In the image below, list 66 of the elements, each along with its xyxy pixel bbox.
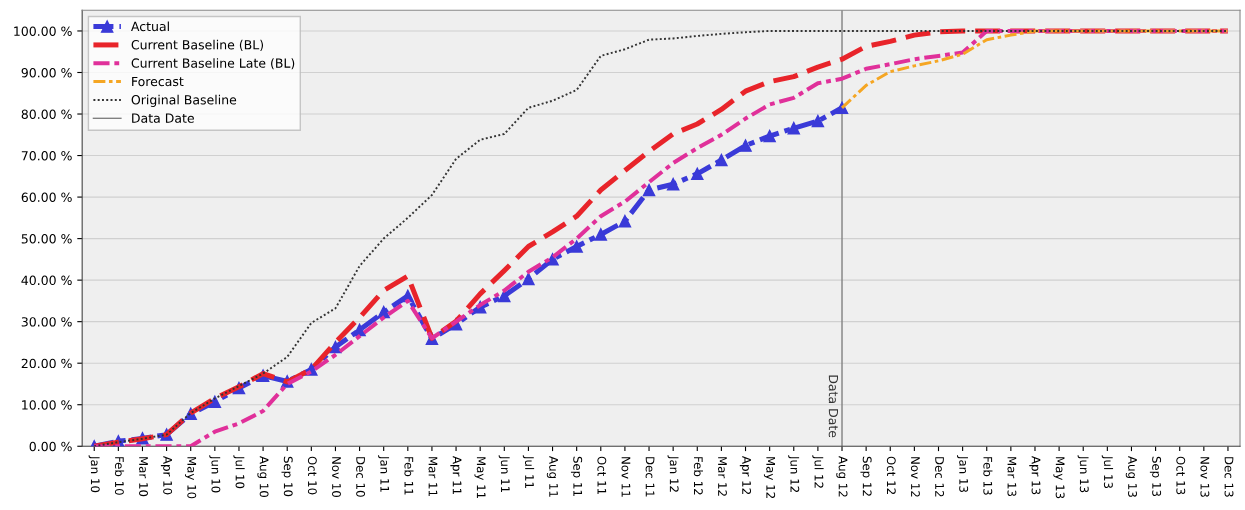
x-tick-label: Aug 12	[836, 456, 848, 497]
x-tick-label: Mar 10	[139, 457, 148, 497]
x-tick-label: Jul 10	[233, 455, 245, 489]
x-tick-label: Oct 10	[307, 456, 317, 495]
x-tick-label: Apr 10	[160, 456, 173, 495]
x-tick-label: Dec 11	[645, 457, 655, 497]
x-tick-label: Feb 11	[404, 457, 414, 495]
x-tick-label: Nov 11	[621, 457, 631, 497]
y-tick-label: 40.00 %	[21, 275, 72, 286]
y-tick-label: 70.00 %	[21, 151, 72, 161]
x-tick-label: Jul 13	[1101, 455, 1114, 489]
x-tick-label: Sep 10	[281, 456, 293, 497]
y-tick-label: 60.00 %	[21, 192, 72, 203]
legend-label: Current Baseline Late (BL)	[131, 58, 295, 70]
x-tick-label: Nov 10	[332, 457, 341, 497]
x-tick-label: Sep 12	[860, 456, 872, 496]
x-tick-label: May 10	[185, 457, 197, 499]
x-tick-label: Sep 11	[570, 456, 583, 496]
y-tick-label: 10.00 %	[22, 400, 72, 410]
y-tick-label: 80.00 %	[21, 109, 72, 119]
x-tick-label: May 11	[474, 457, 486, 499]
x-tick-label: Oct 12	[886, 456, 896, 494]
x-tick-label: Jun 12	[788, 455, 800, 493]
legend-label: Actual	[131, 21, 169, 32]
y-tick-label: 90.00 %	[21, 67, 72, 78]
x-tick-label: Apr 11	[450, 456, 462, 495]
x-tick-label: Jun 13	[1077, 455, 1089, 493]
x-tick-label: Aug 13	[1125, 456, 1137, 497]
x-tick-label: Apr 13	[1029, 456, 1041, 495]
x-tick-label: Jan 13	[957, 455, 969, 492]
x-tick-label: Jan 12	[667, 455, 679, 492]
x-tick-label: Dec 10	[356, 457, 366, 497]
y-tick-label: 100.00 %	[14, 26, 72, 36]
y-tick-label: 0.00 %	[29, 441, 72, 452]
legend-label: Current Baseline (BL)	[131, 39, 264, 51]
x-tick-label: Dec 12	[935, 457, 944, 497]
x-tick-label: Jan 11	[378, 455, 390, 492]
text: Data Date	[132, 113, 194, 123]
x-tick-label: Jul 12	[812, 455, 824, 488]
x-tick-label: Oct 11	[597, 456, 607, 495]
legend-label: Original Baseline	[131, 94, 237, 107]
y-tick-label: 50.00 %	[21, 234, 72, 244]
x-tick-label: Nov 13	[1200, 457, 1210, 497]
x-tick-label: Apr 12	[739, 456, 752, 494]
x-tick-label: Sep 13	[1149, 456, 1162, 497]
x-tick-label: Oct 13	[1176, 456, 1186, 495]
y-tick-label: 20.00 %	[21, 358, 72, 369]
x-tick-label: Jun 11	[498, 455, 510, 493]
x-tick-label: Jul 11	[522, 455, 535, 488]
y-tick-label: 30.00 %	[21, 317, 72, 327]
x-tick-label: Jun 10	[209, 455, 221, 493]
x-tick-label: May 12	[763, 457, 776, 498]
x-tick-label: Dec 13	[1224, 457, 1234, 497]
x-tick-label: Feb 12	[693, 457, 703, 495]
x-tick-label: Mar 11	[428, 457, 438, 496]
x-tick-label: Feb 10	[114, 457, 125, 495]
x-tick-label: Mar 13	[1007, 457, 1017, 497]
x-tick-label: May 13	[1053, 457, 1065, 499]
x-tick-label: Mar 12	[717, 457, 727, 496]
x-tick-label: Nov 12	[910, 457, 920, 497]
x-tick-label: Aug 10	[257, 456, 269, 498]
x-tick-label: Aug 11	[546, 456, 558, 497]
x-tick-label: Jan 10	[88, 455, 100, 493]
x-tick-label: Feb 13	[983, 457, 993, 495]
ref-line-label: Data Date	[828, 375, 839, 438]
legend-label: Forecast	[132, 76, 184, 87]
